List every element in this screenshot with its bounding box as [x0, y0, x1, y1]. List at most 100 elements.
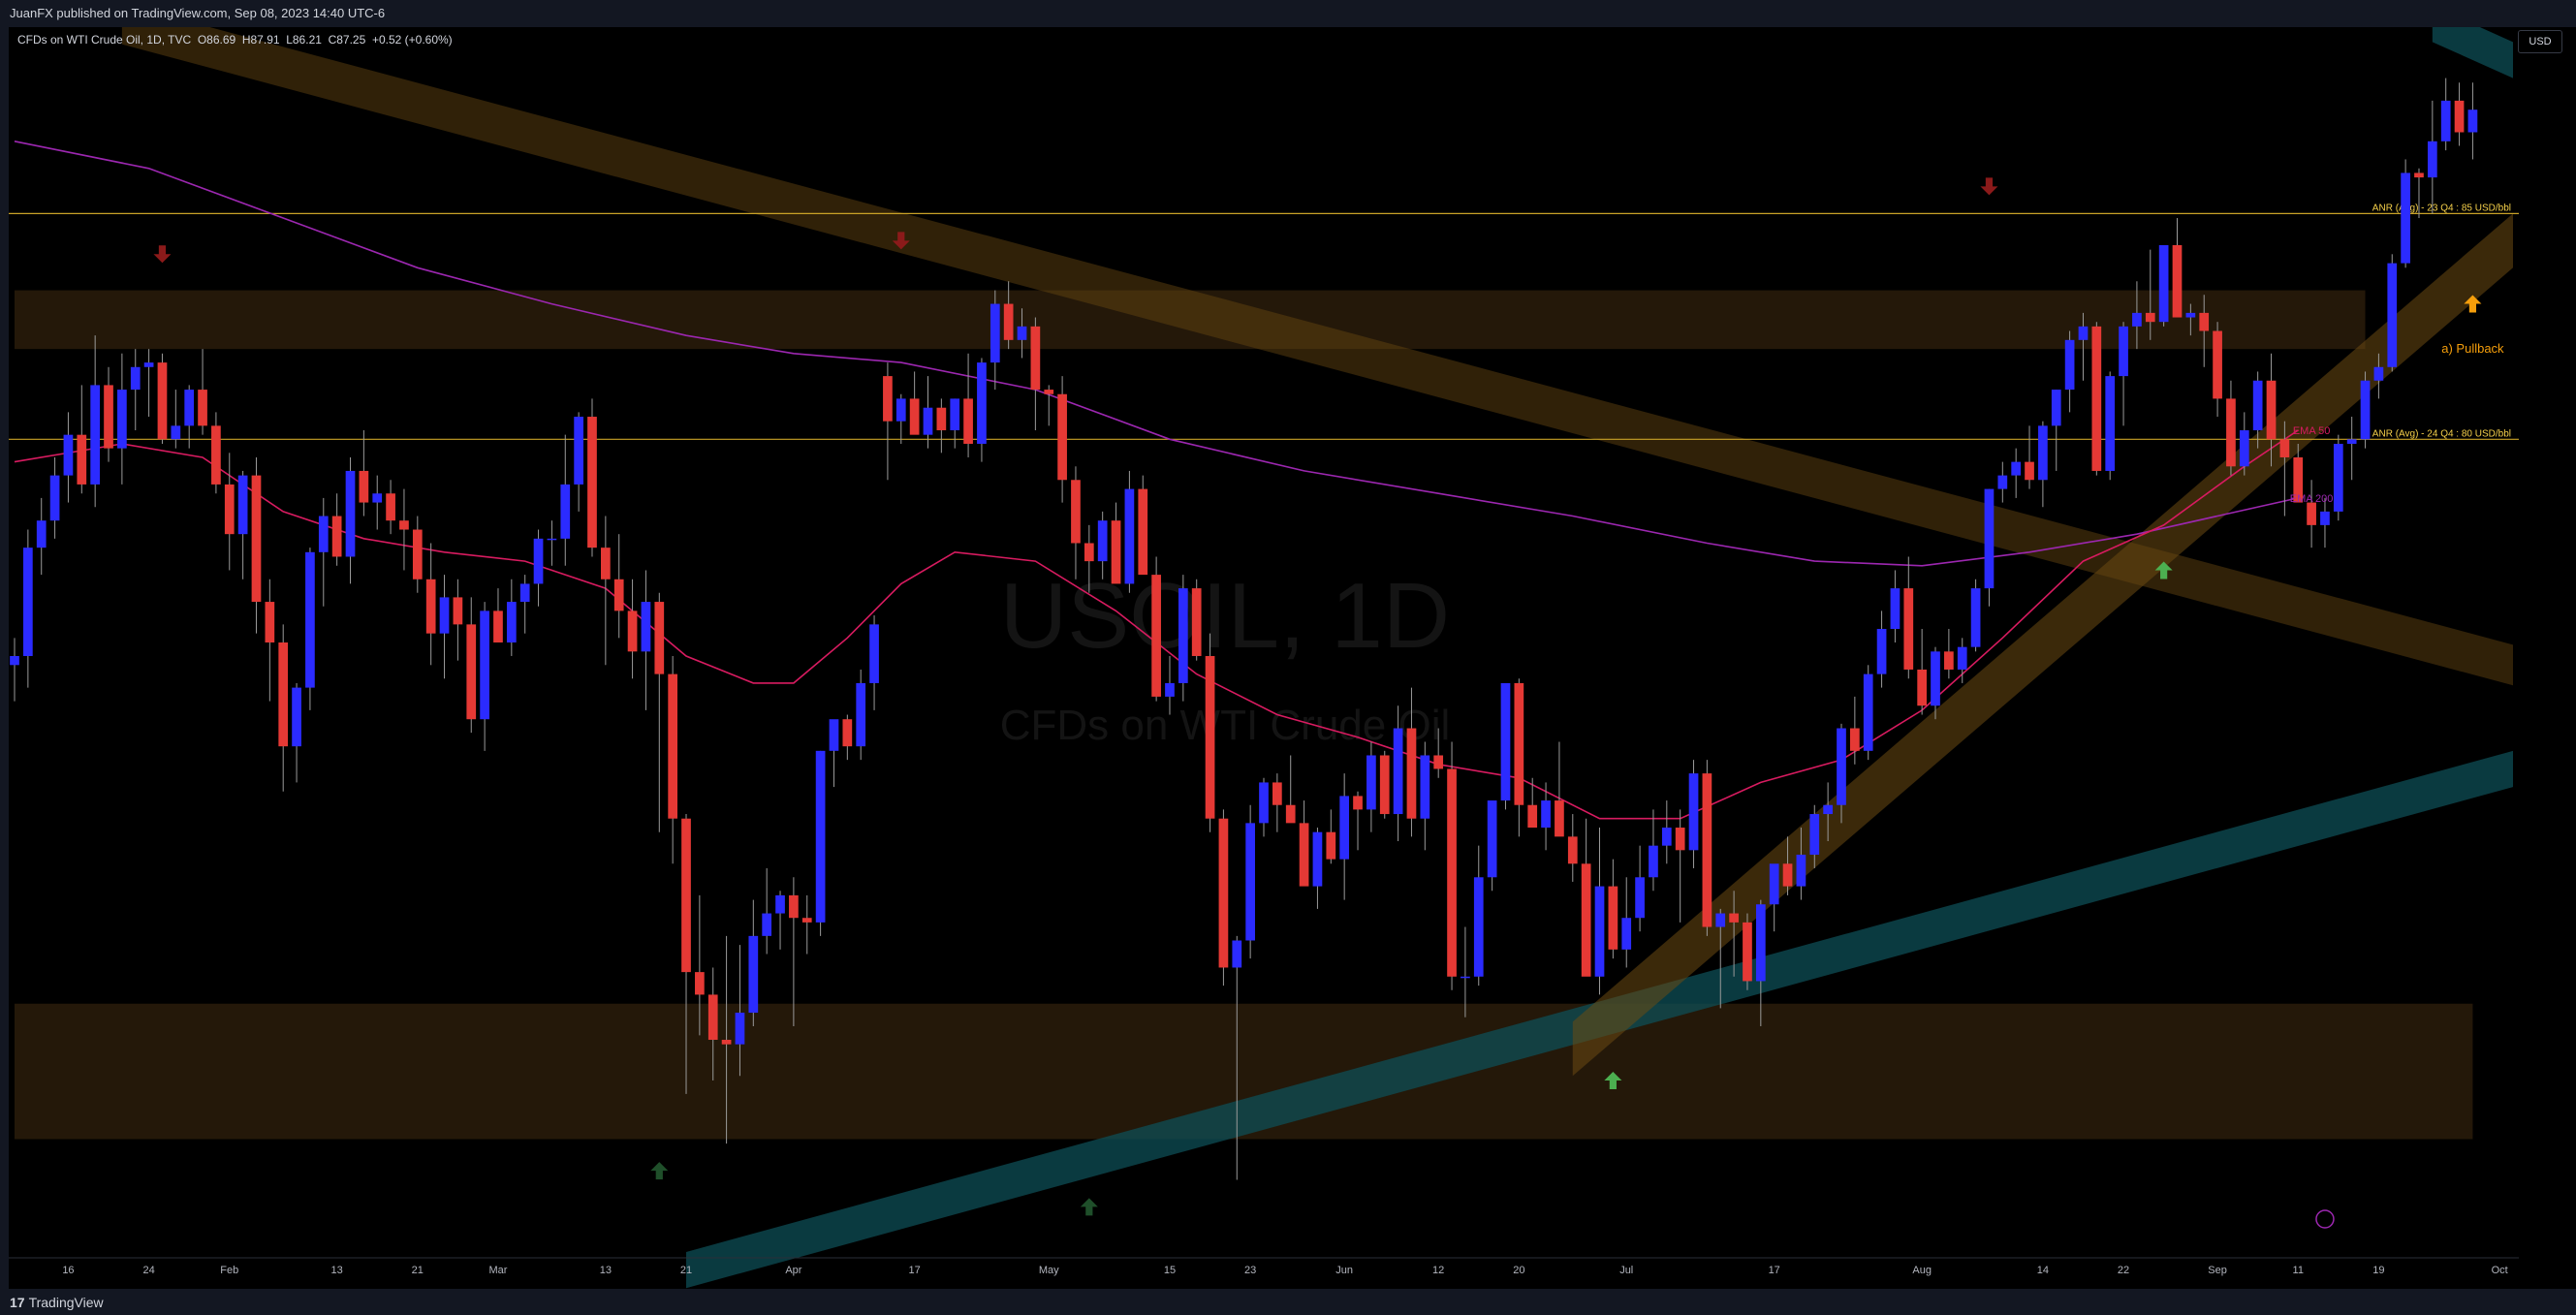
candle-body [1313, 832, 1323, 887]
candle-body [1138, 489, 1147, 576]
candle-body [480, 611, 489, 719]
candle-body [1071, 480, 1081, 543]
candle-body [1219, 819, 1229, 968]
price-level-label: ANR (Avg) - 24 Q4 : 80 USD/bbl [2372, 428, 2511, 439]
candlestick-chart[interactable]: USOIL, 1D CFDs on WTI Crude Oil ANR (Avg) … [9, 27, 2519, 1289]
candle-body [963, 398, 973, 444]
candle-body [762, 914, 771, 936]
x-tick-label: Oct [2492, 1265, 2508, 1276]
price-level-label: ANR (Avg) - 23 Q4 : 85 USD/bbl [2372, 203, 2511, 213]
candle-body [466, 624, 476, 719]
candle-body [1339, 796, 1349, 859]
candle-body [332, 517, 342, 557]
candle-body [158, 362, 168, 439]
watermark-description: CFDs on WTI Crude Oil [1000, 702, 1451, 749]
candle-body [2052, 390, 2061, 425]
candle-body [1770, 863, 1779, 904]
currency-selector[interactable]: USD [2518, 30, 2562, 53]
candle-body [1420, 755, 1429, 818]
candle-body [2159, 245, 2169, 322]
candle-body [2428, 141, 2437, 177]
x-tick-label: 23 [1244, 1265, 1256, 1276]
candle-body [708, 994, 718, 1040]
candle-body [252, 476, 262, 602]
candle-body [722, 1040, 732, 1045]
x-tick-label: 12 [1432, 1265, 1444, 1276]
x-tick-label: 13 [600, 1265, 612, 1276]
candle-body [2401, 172, 2410, 263]
candle-body [1850, 729, 1860, 751]
x-tick-label: 21 [412, 1265, 424, 1276]
candle-body [2065, 340, 2075, 390]
candle-body [1917, 670, 1927, 705]
candle-body [171, 425, 180, 439]
candle-body [1057, 394, 1067, 481]
candle-body [1823, 805, 1833, 814]
candle-body [1958, 647, 1967, 670]
candle-body [856, 683, 865, 746]
candle-body [399, 520, 409, 529]
candle-body [2091, 327, 2101, 471]
candle-body [1997, 476, 2007, 489]
candle-body [292, 688, 301, 747]
candle-body [1662, 828, 1672, 846]
candle-body [319, 517, 329, 552]
candle-body [587, 417, 597, 548]
candle-body [574, 417, 583, 485]
candle-body [1864, 674, 1873, 751]
candle-body [1568, 836, 1578, 863]
candle-body [2414, 172, 2424, 177]
candle-body [1044, 390, 1053, 394]
candle-body [789, 895, 799, 918]
x-tick-label: Apr [785, 1265, 801, 1276]
candle-body [1797, 855, 1806, 887]
candle-body [1488, 800, 1497, 877]
candle-body [2240, 430, 2249, 466]
candle-body [1582, 863, 1591, 976]
candle-body [1501, 683, 1511, 800]
chart-annotation: EMA 50 [2293, 425, 2331, 437]
candle-body [346, 471, 356, 557]
candle-body [977, 362, 987, 444]
candle-body [1098, 520, 1108, 561]
x-tick-label: 15 [1164, 1265, 1176, 1276]
candle-body [2468, 110, 2478, 132]
candle-body [2132, 313, 2142, 327]
candle-body [1326, 832, 1335, 860]
candle-body [2374, 367, 2384, 381]
x-tick-label: 14 [2037, 1265, 2049, 1276]
candle-body [2146, 313, 2155, 322]
candle-body [2213, 331, 2222, 399]
chart-legend: CFDs on WTI Crude Oil, 1D, TVC O86.69 H8… [17, 33, 453, 47]
candle-body [1300, 823, 1309, 886]
candle-body [1877, 629, 1887, 674]
candle-body [1729, 914, 1739, 923]
candle-body [560, 485, 570, 539]
candle-body [950, 398, 959, 430]
candle-body [77, 435, 86, 485]
candle-body [144, 362, 154, 367]
candle-body [1125, 489, 1135, 584]
candle-body [1944, 651, 1954, 670]
candle-body [198, 390, 207, 425]
candle-body [520, 583, 530, 602]
candle-body [1353, 796, 1363, 809]
candle-body [548, 539, 557, 541]
candle-body [1514, 683, 1524, 805]
x-tick-label: 22 [2118, 1265, 2129, 1276]
candle-body [1272, 782, 1282, 804]
x-tick-label: 24 [142, 1265, 154, 1276]
tradingview-logo[interactable]: 17 TradingView [10, 1295, 104, 1310]
candle-body [990, 304, 1000, 363]
candle-body [654, 602, 664, 674]
candle-body [2119, 327, 2128, 376]
candle-body [1245, 823, 1255, 940]
x-tick-label: Mar [488, 1265, 507, 1276]
candle-body [937, 408, 947, 430]
candle-body [104, 385, 113, 448]
candle-body [1555, 800, 1564, 836]
candle-body [1031, 327, 1041, 390]
candle-body [628, 611, 638, 651]
x-tick-label: 17 [909, 1265, 921, 1276]
candle-body [2307, 503, 2316, 525]
